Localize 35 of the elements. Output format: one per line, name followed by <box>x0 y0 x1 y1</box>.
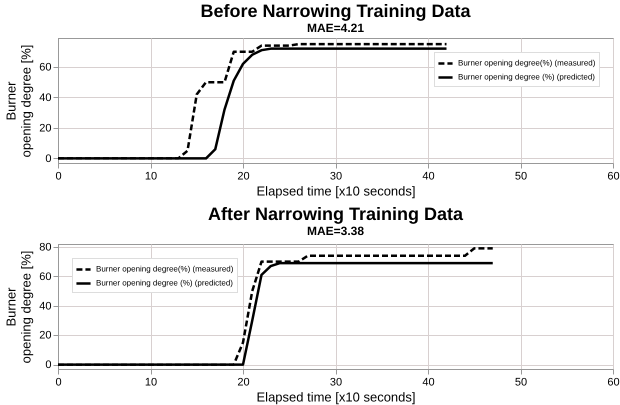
y-tick-label: 0 <box>45 152 52 165</box>
x-tick-label: 0 <box>55 376 62 388</box>
x-axis-title: Elapsed time [x10 seconds] <box>256 390 416 404</box>
x-tick-label: 0 <box>55 170 62 182</box>
y-tick-label: 60 <box>39 61 52 74</box>
y-tick-label: 20 <box>39 330 52 342</box>
legend-label: Burner opening degree(%) (measured) <box>458 58 596 68</box>
x-tick-label: 20 <box>237 170 250 182</box>
y-tick-label: 60 <box>39 270 52 283</box>
chart-title: After Narrowing Training Data <box>208 204 464 224</box>
x-axis-title: Elapsed time [x10 seconds] <box>256 184 416 198</box>
x-tick-label: 40 <box>422 170 435 182</box>
y-tick-label: 0 <box>45 359 52 372</box>
x-tick-label: 10 <box>144 170 158 182</box>
y-tick-label: 80 <box>39 241 52 254</box>
x-tick-label: 30 <box>330 170 342 182</box>
chart-subtitle: MAE=4.21 <box>306 21 364 35</box>
x-tick-label: 50 <box>514 376 528 388</box>
y-axis-title: Burner opening degree [%] <box>3 44 34 158</box>
x-tick-label: 40 <box>422 376 435 388</box>
y-tick-label: 40 <box>39 300 52 312</box>
x-tick-label: 60 <box>607 170 620 182</box>
legend-label: Burner opening degree (%) (predicted) <box>96 278 234 288</box>
chart-title: Before Narrowing Training Data <box>200 1 472 21</box>
x-tick-label: 10 <box>144 376 158 388</box>
legend-label: Burner opening degree(%) (measured) <box>96 264 234 274</box>
legend-label: Burner opening degree (%) (predicted) <box>458 72 596 82</box>
y-axis-title: Burner opening degree [%] <box>3 250 34 364</box>
y-tick-label: 20 <box>39 122 52 134</box>
x-tick-label: 60 <box>607 376 620 388</box>
chart-subtitle: MAE=3.38 <box>306 224 364 238</box>
x-tick-label: 30 <box>330 376 342 388</box>
x-tick-label: 20 <box>237 376 250 388</box>
x-tick-label: 50 <box>514 170 528 182</box>
y-tick-label: 40 <box>39 92 52 104</box>
